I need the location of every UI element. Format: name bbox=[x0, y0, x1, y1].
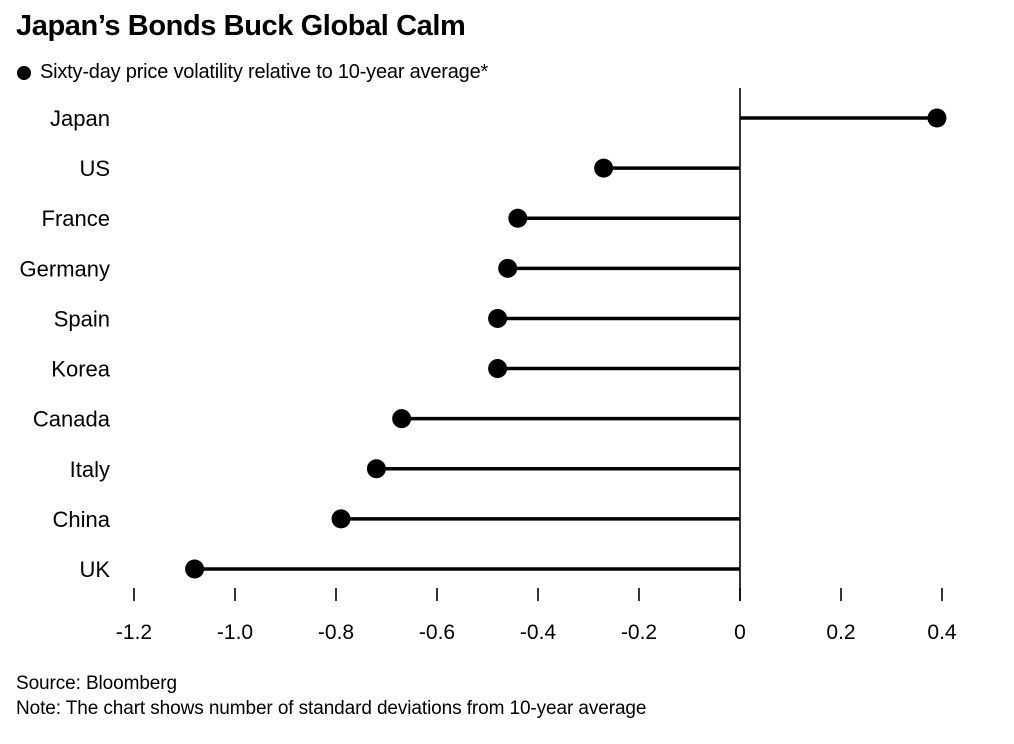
x-tick-label: 0 bbox=[734, 621, 746, 644]
row-label: UK bbox=[79, 557, 110, 582]
row-label: Korea bbox=[51, 357, 110, 382]
chart-title: Japan’s Bonds Buck Global Calm bbox=[16, 10, 466, 42]
data-dot bbox=[366, 459, 386, 479]
x-tick-label: 0.4 bbox=[927, 621, 957, 644]
x-tick-label: -0.2 bbox=[621, 621, 657, 644]
legend-label: Sixty-day price volatility relative to 1… bbox=[40, 61, 489, 83]
data-dot bbox=[594, 158, 614, 178]
row-label: Canada bbox=[33, 407, 111, 432]
legend-dot-icon bbox=[17, 65, 31, 80]
row-label: Germany bbox=[20, 256, 110, 281]
data-dot bbox=[331, 509, 351, 529]
data-dot bbox=[927, 108, 947, 128]
x-tick-label: -1.0 bbox=[217, 621, 253, 644]
source-line: Source: Bloomberg bbox=[16, 673, 177, 694]
x-tick-label: -0.6 bbox=[419, 621, 455, 644]
data-dot bbox=[185, 559, 205, 579]
row-label: France bbox=[42, 206, 110, 231]
row-label: Spain bbox=[54, 306, 110, 331]
note-line: Note: The chart shows number of standard… bbox=[16, 698, 647, 719]
data-dot bbox=[488, 359, 508, 379]
row-label: China bbox=[53, 507, 111, 532]
chart-legend: Sixty-day price volatility relative to 1… bbox=[17, 61, 488, 84]
data-dot bbox=[508, 208, 528, 228]
data-dot bbox=[392, 409, 412, 429]
data-dot bbox=[498, 258, 518, 278]
chart-footer: Source: Bloomberg Note: The chart shows … bbox=[16, 671, 646, 721]
x-tick-label: -0.8 bbox=[318, 621, 354, 644]
x-tick-label: -1.2 bbox=[116, 621, 152, 644]
data-dot bbox=[488, 308, 508, 328]
row-label: Italy bbox=[70, 457, 110, 482]
row-label: Japan bbox=[50, 106, 110, 131]
x-tick-label: 0.2 bbox=[826, 621, 855, 644]
x-tick-label: -0.4 bbox=[520, 621, 557, 644]
row-label: US bbox=[79, 156, 110, 181]
